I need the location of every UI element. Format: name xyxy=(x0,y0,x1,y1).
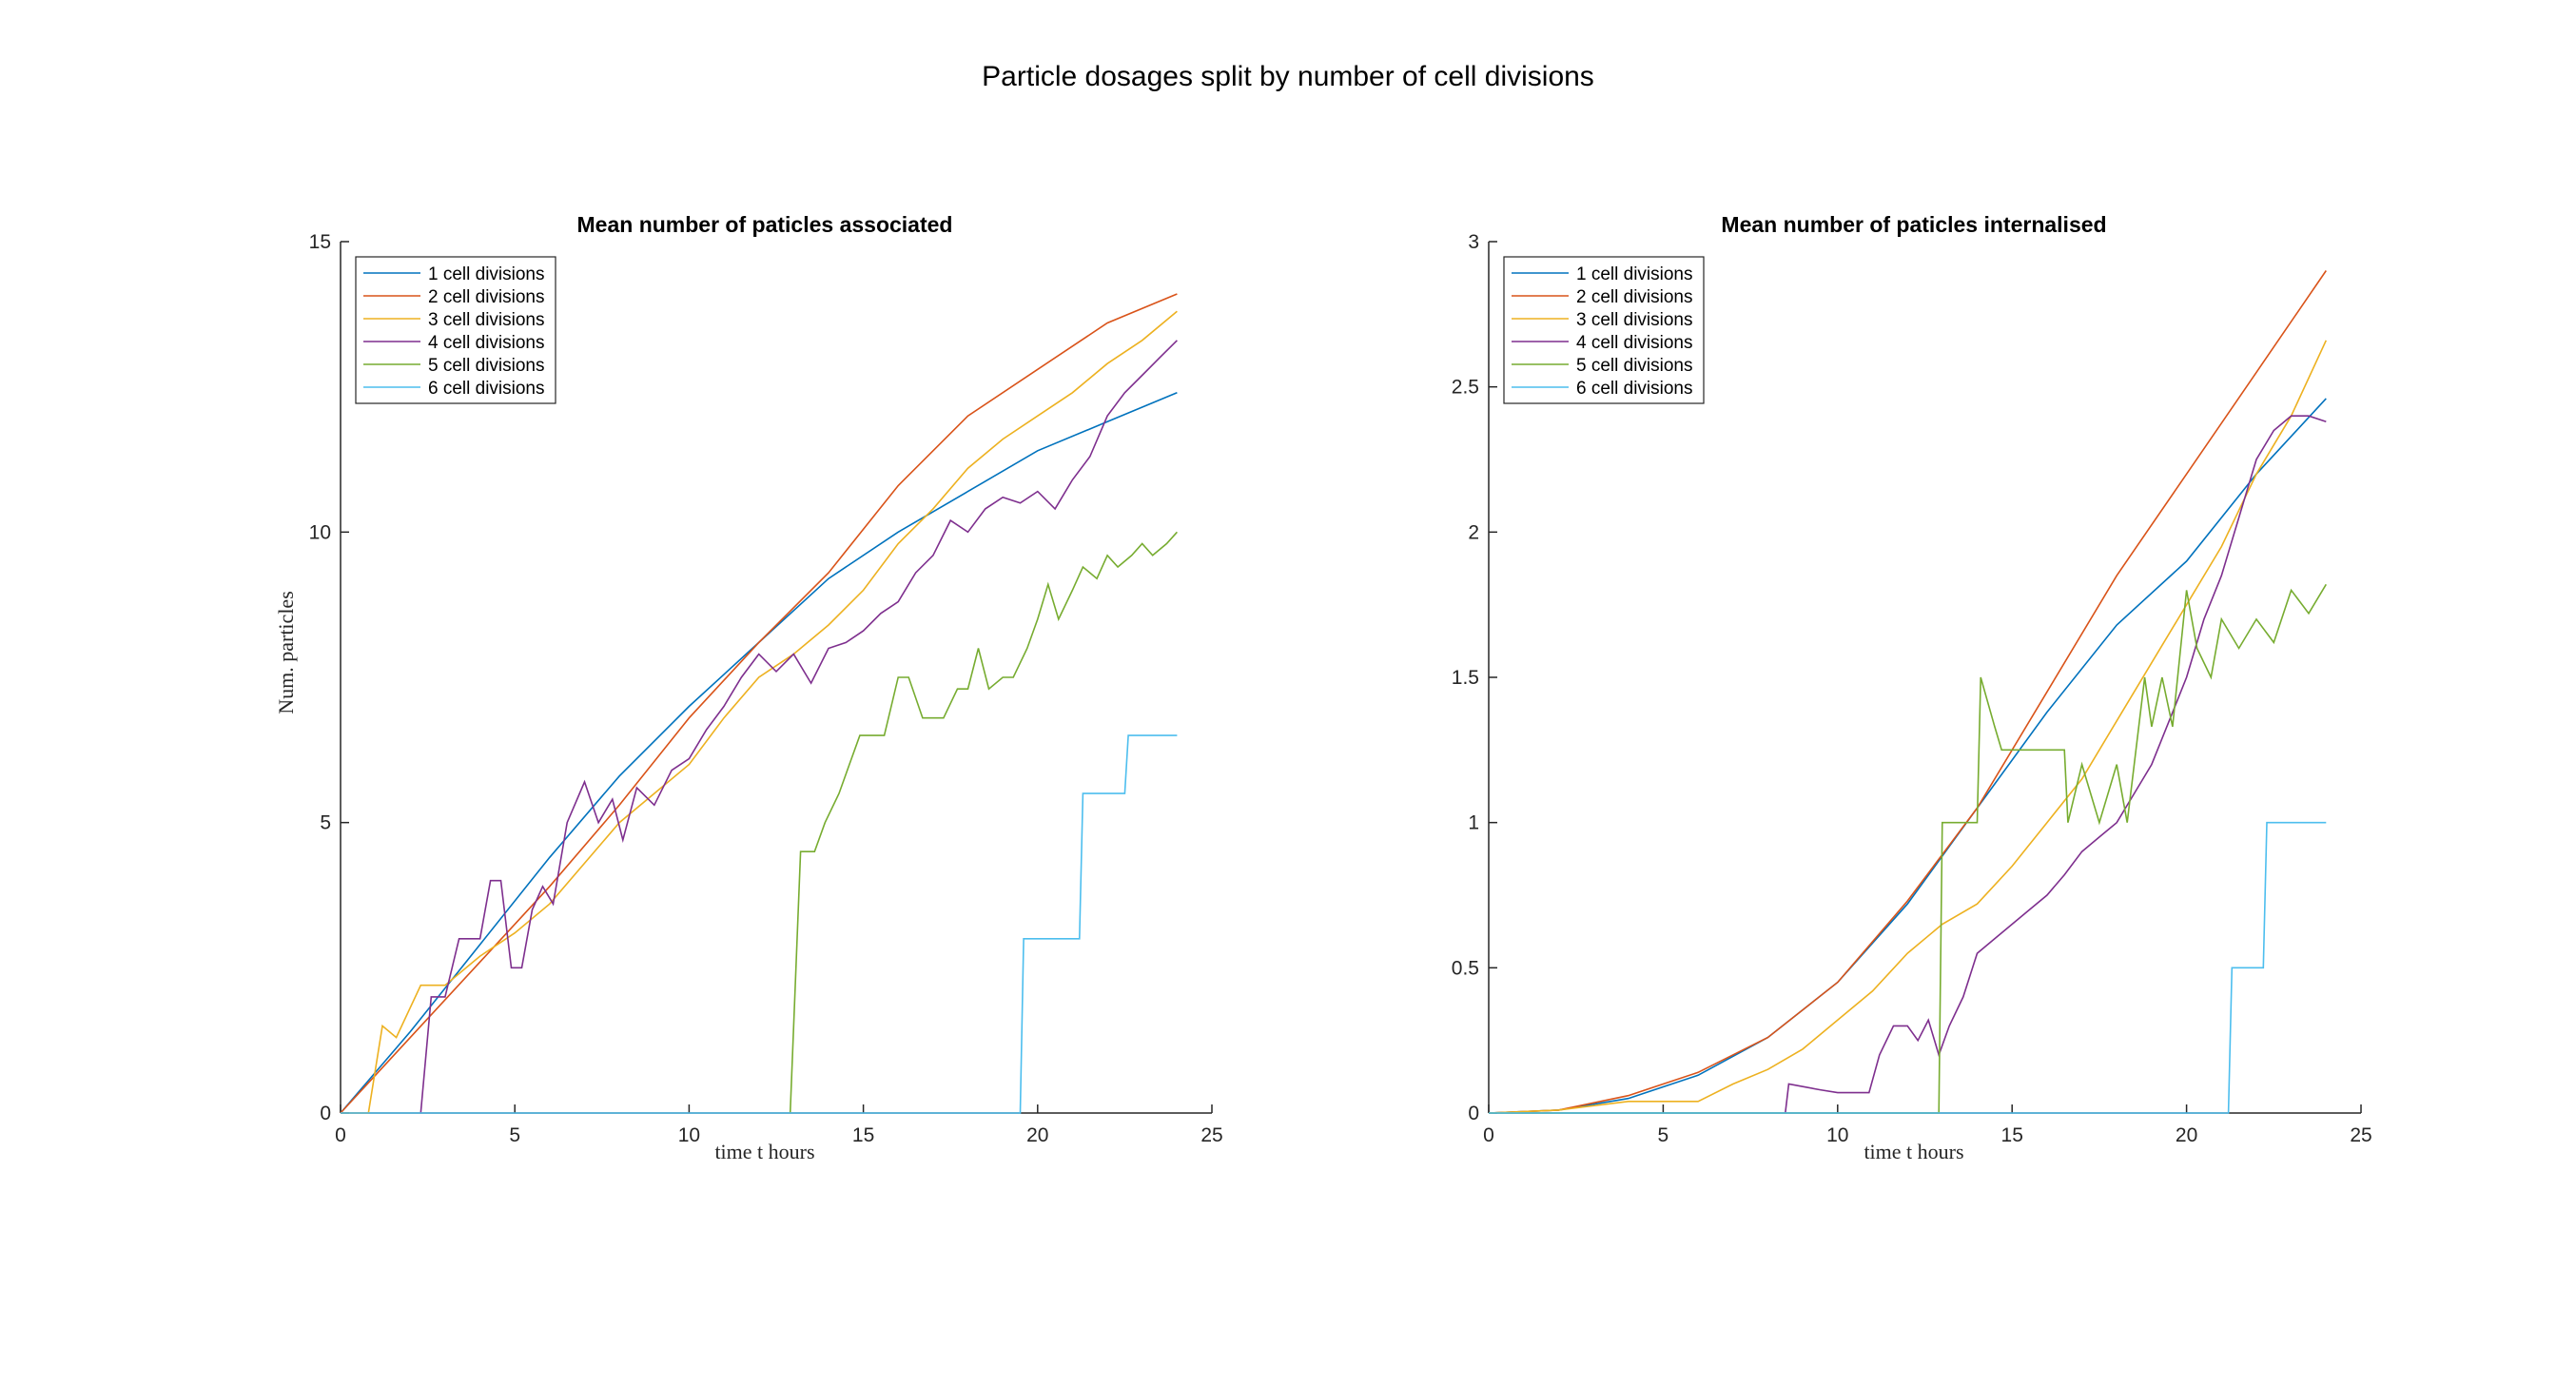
internalised-legend: 1 cell divisions 2 cell divisions 3 cell d… xyxy=(1503,256,1705,404)
associated-legend-label: 6 cell divisions xyxy=(428,379,545,399)
internalised-series-4-line xyxy=(1785,415,2327,1114)
internalised-panel-title: Mean number of paticles internalised xyxy=(1721,212,2106,237)
internalised-series-6-line xyxy=(1489,821,2327,1114)
internalised-legend-label: 6 cell divisions xyxy=(1576,379,1693,399)
internalised-legend-label: 3 cell divisions xyxy=(1576,310,1693,330)
internalised-x-tick-label: 25 xyxy=(2350,1124,2371,1146)
associated-panel: Mean number of paticles associated time … xyxy=(274,212,1223,1163)
internalised-y-tick-label: 0.5 xyxy=(1452,957,1479,979)
internalised-y-tick-label: 0 xyxy=(1468,1103,1479,1124)
associated-panel-title: Mean number of paticles associated xyxy=(577,212,953,237)
associated-series-6-line xyxy=(341,734,1178,1114)
associated-legend-label: 3 cell divisions xyxy=(428,310,545,330)
internalised-x-tick-label: 0 xyxy=(1483,1124,1494,1146)
figure-title: Particle dosages split by number of cell… xyxy=(982,61,1594,92)
internalised-series-3-line xyxy=(1488,340,2328,1114)
associated-x-tick-label: 10 xyxy=(678,1124,700,1146)
internalised-y-tick-label: 1.5 xyxy=(1452,667,1479,689)
associated-x-tick-label: 15 xyxy=(852,1124,874,1146)
associated-legend-label: 2 cell divisions xyxy=(428,287,545,307)
associated-series-3-line xyxy=(341,310,1178,1114)
internalised-x-tick-label: 5 xyxy=(1658,1124,1669,1146)
internalised-y-tick-label: 3 xyxy=(1468,231,1479,253)
internalised-series-2-line xyxy=(1488,270,2327,1114)
internalised-y-tick-label: 2 xyxy=(1468,521,1479,543)
associated-x-tick-label: 5 xyxy=(509,1124,520,1146)
internalised-legend-box xyxy=(1503,256,1705,404)
internalised-legend-label: 5 cell divisions xyxy=(1576,356,1693,376)
associated-legend-label: 1 cell divisions xyxy=(428,264,545,284)
internalised-panel: Mean number of paticles internalised tim… xyxy=(1452,212,2372,1163)
internalised-x-tick-label: 20 xyxy=(2176,1124,2197,1146)
internalised-series-1-line xyxy=(1488,398,2327,1114)
associated-y-axis-label: Num. particles xyxy=(274,591,298,714)
internalised-x-tick-label: 10 xyxy=(1826,1124,1848,1146)
internalised-y-tick-label: 1 xyxy=(1468,812,1479,834)
internalised-series-5-line xyxy=(1489,583,2327,1114)
associated-x-tick-label: 0 xyxy=(335,1124,346,1146)
associated-x-tick-label: 25 xyxy=(1200,1124,1222,1146)
associated-legend: 1 cell divisions 2 cell divisions 3 cell d… xyxy=(355,256,556,404)
associated-x-tick-label: 20 xyxy=(1026,1124,1048,1146)
associated-x-axis-label: time t hours xyxy=(714,1140,814,1163)
internalised-x-axis-label: time t hours xyxy=(1864,1140,1963,1163)
associated-y-tick-label: 0 xyxy=(320,1103,331,1124)
associated-series-4-line xyxy=(420,340,1178,1114)
associated-series-1-line xyxy=(340,392,1178,1114)
associated-series-5-line xyxy=(789,531,1178,1114)
associated-legend-label: 4 cell divisions xyxy=(428,333,545,353)
internalised-x-tick-label: 15 xyxy=(2001,1124,2023,1146)
associated-legend-box xyxy=(355,256,556,404)
associated-y-tick-label: 10 xyxy=(309,521,331,543)
associated-y-tick-label: 5 xyxy=(320,812,331,834)
internalised-legend-label: 2 cell divisions xyxy=(1576,287,1693,307)
associated-legend-label: 5 cell divisions xyxy=(428,356,545,376)
associated-y-tick-label: 15 xyxy=(309,231,331,253)
internalised-legend-label: 4 cell divisions xyxy=(1576,333,1693,353)
associated-series-2-line xyxy=(340,293,1178,1114)
internalised-legend-label: 1 cell divisions xyxy=(1576,264,1693,284)
internalised-y-tick-label: 2.5 xyxy=(1452,377,1479,399)
